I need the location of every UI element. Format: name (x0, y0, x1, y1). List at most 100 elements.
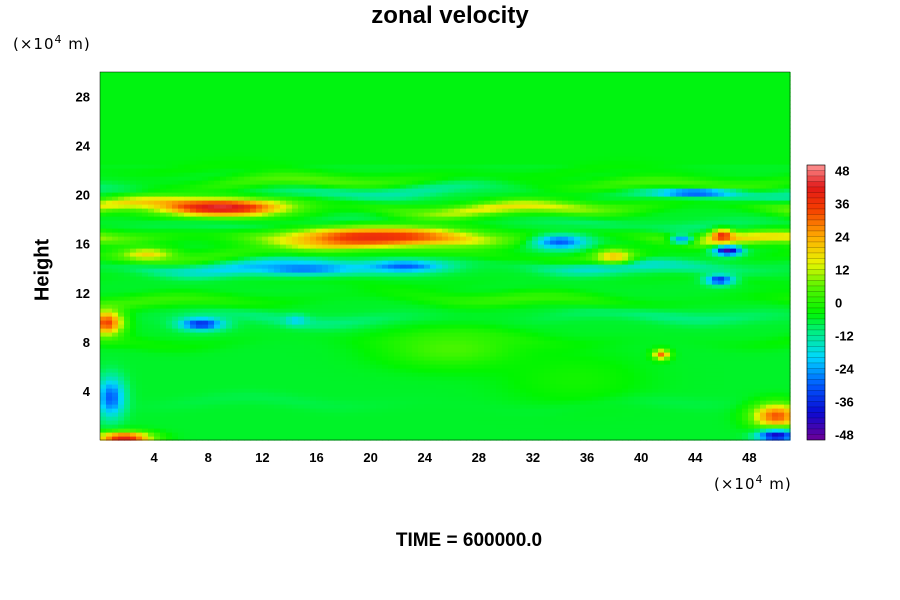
heatmap-cell (412, 396, 419, 401)
heatmap-cell (226, 272, 233, 277)
heatmap-cell (148, 360, 155, 365)
heatmap-cell (118, 340, 125, 345)
heatmap-cell (748, 284, 755, 289)
heatmap-cell (574, 280, 581, 285)
heatmap-cell (628, 408, 635, 413)
heatmap-cell (580, 396, 587, 401)
heatmap-cell (316, 432, 323, 437)
heatmap-cell (394, 280, 401, 285)
heatmap-cell (766, 304, 773, 309)
heatmap-cell (430, 292, 437, 297)
heatmap-cell (604, 320, 611, 325)
heatmap-cell (238, 372, 245, 377)
heatmap-cell (106, 404, 113, 409)
heatmap-cell (172, 284, 179, 289)
heatmap-cell (718, 424, 725, 429)
heatmap-cell (766, 384, 773, 389)
heatmap-cell (172, 364, 179, 369)
heatmap-cell (430, 352, 437, 357)
heatmap-cell (496, 292, 503, 297)
heatmap-cell (742, 396, 749, 401)
heatmap-cell (130, 420, 137, 425)
heatmap-cell (766, 336, 773, 341)
heatmap-cell (682, 368, 689, 373)
heatmap-cell (508, 380, 515, 385)
heatmap-cell (472, 392, 479, 397)
heatmap-cell (586, 408, 593, 413)
heatmap-cell (148, 332, 155, 337)
heatmap-cell (670, 272, 677, 277)
heatmap-cell (502, 376, 509, 381)
heatmap-cell (784, 320, 791, 325)
heatmap-cell (364, 372, 371, 377)
heatmap-cell (478, 272, 485, 277)
heatmap-cell (334, 388, 341, 393)
heatmap-cell (166, 292, 173, 297)
heatmap-cell (688, 276, 695, 281)
heatmap-cell (274, 308, 281, 313)
heatmap-cell (520, 408, 527, 413)
heatmap-cell (544, 276, 551, 281)
heatmap-cell (334, 284, 341, 289)
heatmap-cell (712, 420, 719, 425)
heatmap-cell (304, 396, 311, 401)
heatmap-cell (364, 364, 371, 369)
heatmap-cell (190, 364, 197, 369)
heatmap-cell (418, 304, 425, 309)
heatmap-cell (286, 392, 293, 397)
heatmap-cell (130, 360, 137, 365)
heatmap-cell (208, 320, 215, 325)
heatmap-cell (550, 352, 557, 357)
heatmap-cell (340, 288, 347, 293)
heatmap-cell (496, 312, 503, 317)
heatmap-cell (130, 384, 137, 389)
heatmap-cell (448, 356, 455, 361)
heatmap-cell (148, 404, 155, 409)
heatmap-cell (496, 336, 503, 341)
heatmap-cell (304, 320, 311, 325)
heatmap-cell (430, 424, 437, 429)
heatmap-cell (274, 384, 281, 389)
heatmap-cell (340, 300, 347, 305)
heatmap-cell (322, 324, 329, 329)
heatmap-cell (556, 308, 563, 313)
heatmap-cell (310, 428, 317, 433)
heatmap-cell (508, 344, 515, 349)
heatmap-cell (490, 400, 497, 405)
heatmap-cell (718, 340, 725, 345)
heatmap-cell (748, 348, 755, 353)
heatmap-cell (640, 332, 647, 337)
heatmap-cell (322, 424, 329, 429)
heatmap-cell (184, 400, 191, 405)
heatmap-cell (496, 304, 503, 309)
heatmap-cell (334, 328, 341, 333)
heatmap-cell (520, 332, 527, 337)
heatmap-cell (238, 384, 245, 389)
heatmap-cell (748, 380, 755, 385)
heatmap-cell (538, 336, 545, 341)
heatmap-cell (220, 372, 227, 377)
heatmap-cell (460, 292, 467, 297)
heatmap-cell (154, 316, 161, 321)
heatmap-cell (304, 284, 311, 289)
heatmap-cell (532, 428, 539, 433)
heatmap-cell (106, 408, 113, 413)
heatmap-cell (100, 268, 107, 273)
heatmap-cell (370, 312, 377, 317)
heatmap-cell (424, 348, 431, 353)
heatmap-cell (778, 392, 785, 397)
heatmap-cell (424, 312, 431, 317)
heatmap-cell (166, 284, 173, 289)
heatmap-cell (454, 364, 461, 369)
heatmap-cell (130, 280, 137, 285)
heatmap-cell (382, 292, 389, 297)
heatmap-cell (646, 392, 653, 397)
heatmap-cell (154, 292, 161, 297)
heatmap-cell (742, 400, 749, 405)
heatmap-cell (604, 368, 611, 373)
heatmap-cell (406, 328, 413, 333)
heatmap-cell (520, 364, 527, 369)
heatmap-cell (316, 360, 323, 365)
heatmap-cell (412, 324, 419, 329)
heatmap-cell (304, 312, 311, 317)
